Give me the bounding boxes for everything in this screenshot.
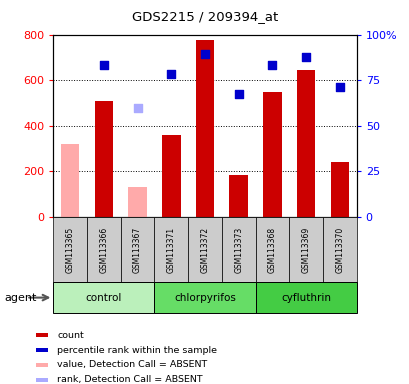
Text: GSM113368: GSM113368 [267, 227, 276, 273]
Bar [154, 282, 255, 313]
Bar [94, 101, 113, 217]
Bar [36, 348, 47, 352]
Text: GDS2215 / 209394_at: GDS2215 / 209394_at [132, 10, 277, 23]
Point [168, 71, 174, 78]
Bar [255, 217, 289, 282]
Point [134, 104, 141, 111]
Bar [229, 175, 247, 217]
Bar [154, 217, 188, 282]
Bar [87, 217, 120, 282]
Text: GSM113372: GSM113372 [200, 227, 209, 273]
Bar [221, 217, 255, 282]
Text: rank, Detection Call = ABSENT: rank, Detection Call = ABSENT [57, 375, 202, 384]
Point [100, 62, 107, 68]
Text: GSM113365: GSM113365 [65, 227, 74, 273]
Bar [36, 378, 47, 382]
Bar [289, 217, 322, 282]
Text: GSM113373: GSM113373 [234, 227, 243, 273]
Point [235, 91, 241, 97]
Bar [162, 135, 180, 217]
Text: value, Detection Call = ABSENT: value, Detection Call = ABSENT [57, 361, 207, 369]
Text: chlorpyrifos: chlorpyrifos [174, 293, 235, 303]
Text: cyfluthrin: cyfluthrin [281, 293, 330, 303]
Bar [255, 282, 356, 313]
Text: GSM113370: GSM113370 [335, 227, 344, 273]
Bar [53, 282, 154, 313]
Bar [120, 217, 154, 282]
Bar [128, 187, 146, 217]
Bar [263, 91, 281, 217]
Bar [330, 162, 348, 217]
Bar [322, 217, 356, 282]
Bar [61, 144, 79, 217]
Bar [36, 363, 47, 367]
Bar [53, 217, 87, 282]
Point [336, 84, 342, 90]
Text: GSM113369: GSM113369 [301, 227, 310, 273]
Bar [296, 70, 315, 217]
Bar [195, 40, 214, 217]
Text: control: control [85, 293, 122, 303]
Text: GSM113367: GSM113367 [133, 227, 142, 273]
Point [302, 54, 309, 60]
Point [201, 51, 208, 57]
Text: GSM113366: GSM113366 [99, 227, 108, 273]
Text: GSM113371: GSM113371 [166, 227, 175, 273]
Bar [188, 217, 221, 282]
Text: count: count [57, 331, 83, 340]
Text: agent: agent [4, 293, 36, 303]
Bar [36, 333, 47, 337]
Text: percentile rank within the sample: percentile rank within the sample [57, 346, 216, 354]
Point [268, 62, 275, 68]
